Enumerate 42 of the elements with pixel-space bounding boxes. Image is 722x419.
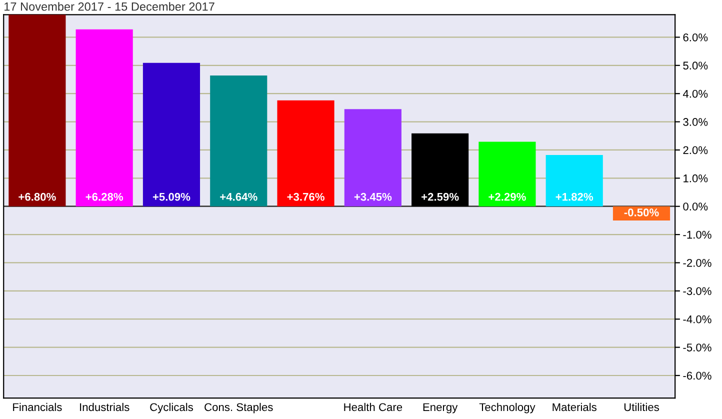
y-tick-label: 2.0% [683,146,708,154]
data-label: +6.80% [18,192,56,201]
y-tick-label: -5.0% [683,344,712,352]
x-tick-label: Industrials [80,402,130,412]
y-tick-label: 4.0% [682,90,708,98]
x-tick-label: Cyclicals [150,402,193,414]
data-label: +2.59% [422,192,459,201]
data-label: +6.28% [86,192,124,201]
y-tick-label: 5.0% [683,62,708,70]
bar [210,76,268,206]
y-tick-label: -2.0% [683,259,712,267]
y-tick-label: 6.0% [683,33,708,42]
x-tick-label: Utilities [624,402,659,412]
bar [76,29,133,206]
x-tick-label: Cons. Staples [204,402,273,414]
y-tick-label: 1.0% [684,174,708,182]
x-tick-label: Technology [479,402,536,414]
data-label: +1.82% [556,192,594,201]
x-tick-label: Materials [552,402,596,412]
data-label: +2.29% [488,192,526,201]
data-label: -0.50% [624,208,659,216]
data-label: +5.09% [152,192,190,201]
bar [142,62,200,206]
x-tick-label: Energy [423,403,458,414]
bar [277,100,334,206]
data-label: +3.45% [354,192,392,201]
y-tick-label: -6.0% [683,372,712,380]
bar [546,155,603,206]
y-tick-label: -4.0% [683,315,712,324]
bar [478,142,536,206]
x-tick-label: Health Care [344,402,402,412]
chart-title: 17 November 2017 - 15 December 2017 [4,2,214,11]
data-label: +3.76% [287,192,324,201]
x-tick-label: Financials [13,402,62,412]
bar [8,14,66,206]
y-tick-label: 3.0% [683,118,708,126]
y-tick-label: -1.0% [683,230,712,239]
bar [412,133,469,206]
y-tick-label: 0.0% [683,202,708,210]
bar [344,109,402,206]
data-label: +4.64% [220,192,258,201]
y-tick-label: -3.0% [683,287,712,296]
